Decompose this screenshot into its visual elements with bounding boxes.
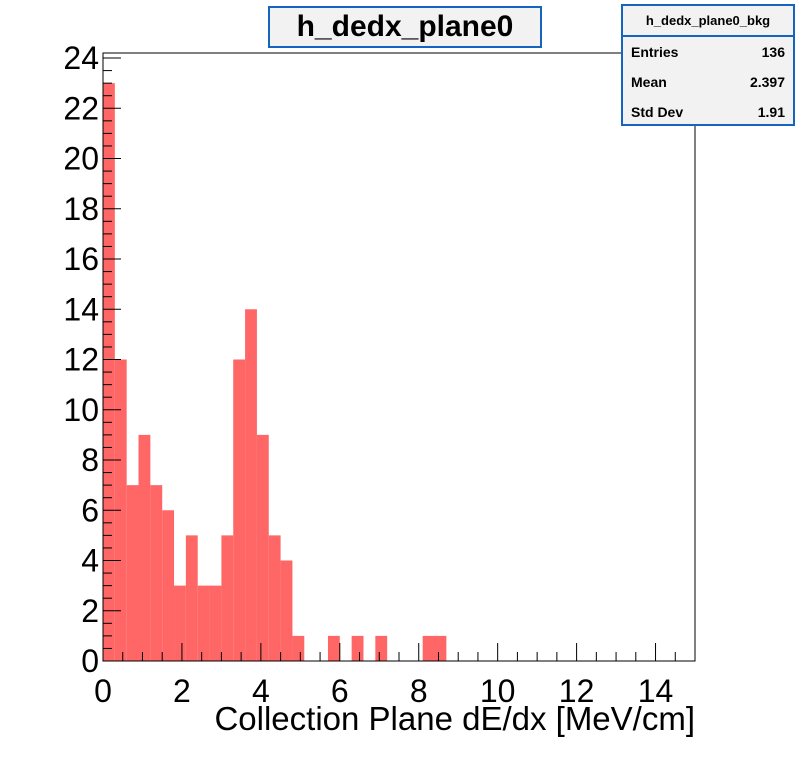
y-tick-label: 12 <box>63 342 99 378</box>
histogram-bar <box>197 585 210 661</box>
histogram-bar <box>233 359 246 661</box>
histogram-bar <box>268 535 281 661</box>
y-tick-label: 2 <box>81 593 99 629</box>
histogram-bar <box>138 434 151 661</box>
histogram-bar <box>185 535 198 661</box>
histogram-bar <box>150 485 163 661</box>
y-tick-label: 8 <box>81 442 99 478</box>
y-tick-label: 18 <box>63 191 99 227</box>
histogram-bar <box>422 635 435 661</box>
stats-entries-value: 136 <box>761 44 785 60</box>
y-tick-label: 16 <box>63 241 99 277</box>
chart-title: h_dedx_plane0 <box>268 6 542 48</box>
stats-box: h_dedx_plane0_bkg Entries 136 Mean 2.397… <box>621 4 795 126</box>
histogram-bar <box>292 635 305 661</box>
stats-row-entries: Entries 136 <box>623 37 793 67</box>
y-tick-label: 0 <box>81 643 99 679</box>
histogram-bar <box>434 635 447 661</box>
x-tick-label: 0 <box>94 673 112 709</box>
y-tick-label: 24 <box>63 40 99 76</box>
y-tick-label: 10 <box>63 392 99 428</box>
stats-title: h_dedx_plane0_bkg <box>623 6 793 37</box>
histogram-bar <box>126 485 139 661</box>
histogram-bar <box>162 510 175 661</box>
stats-std-label: Std Dev <box>631 104 684 120</box>
x-axis-label: Collection Plane dE/dx [MeV/cm] <box>214 700 695 737</box>
x-tick-label: 12 <box>559 673 595 709</box>
histogram-bar <box>209 585 222 661</box>
histogram-bar <box>174 585 186 661</box>
histogram-bar <box>221 535 234 661</box>
x-tick-label: 10 <box>480 673 516 709</box>
y-tick-label: 22 <box>63 90 99 126</box>
chart-title-text: h_dedx_plane0 <box>296 10 514 43</box>
x-tick-label: 8 <box>410 673 428 709</box>
y-tick-label: 14 <box>63 291 99 327</box>
stats-mean-label: Mean <box>631 74 667 90</box>
y-tick-label: 4 <box>81 543 99 579</box>
histogram-bar <box>245 309 257 661</box>
histogram-bar <box>280 560 293 661</box>
histogram-bar <box>351 635 364 661</box>
stats-std-value: 1.91 <box>757 104 785 120</box>
y-tick-label: 20 <box>63 141 99 177</box>
y-tick-label: 6 <box>81 492 99 528</box>
histogram-bar <box>375 635 388 661</box>
histogram-bar <box>327 635 340 661</box>
stats-row-stddev: Std Dev 1.91 <box>623 97 793 127</box>
x-tick-label: 4 <box>252 673 270 709</box>
x-tick-label: 14 <box>638 673 674 709</box>
x-tick-label: 2 <box>173 673 191 709</box>
stats-mean-value: 2.397 <box>749 74 785 90</box>
stats-entries-label: Entries <box>631 44 679 60</box>
stats-row-mean: Mean 2.397 <box>623 67 793 97</box>
histogram-bar <box>256 434 269 661</box>
x-tick-label: 6 <box>331 673 349 709</box>
